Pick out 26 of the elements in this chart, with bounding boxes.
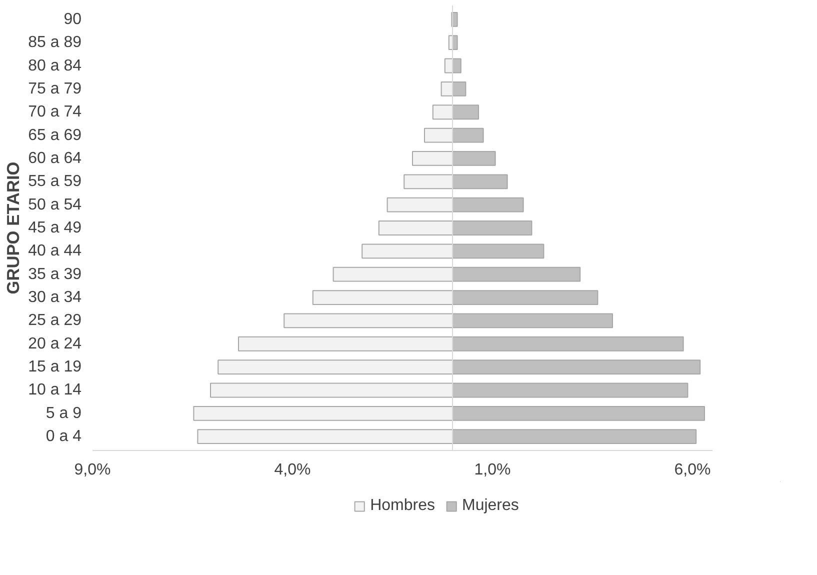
x-tick-label: 9,0%: [74, 462, 111, 478]
y-tick-label: 45 a 49: [28, 220, 82, 236]
y-tick-label: 25 a 29: [28, 312, 82, 330]
y-tick-label: 80 a 84: [28, 57, 82, 74]
y-tick-label: 50 a 54: [28, 196, 82, 214]
y-tick-label: 20 a 24: [28, 335, 82, 352]
y-tick-label: 40 a 44: [28, 242, 82, 260]
y-axis-title: GRUPO ETARIO: [3, 162, 24, 294]
y-tick-label: 85 a 89: [28, 34, 82, 52]
legend-label: Mujeres: [462, 497, 519, 515]
x-tick-label: 6,0%: [674, 462, 711, 478]
y-tick-label: 35 a 39: [28, 266, 82, 283]
x-tick-label: 4,0%: [274, 462, 311, 478]
x-tick-label: 1,0%: [474, 462, 511, 478]
y-tick-label: 55 a 59: [28, 173, 82, 190]
legend-label: Hombres: [370, 497, 435, 515]
y-tick-label: 60 a 64: [28, 150, 82, 167]
y-tick-label: 65 a 69: [28, 126, 82, 144]
y-tick-label: 15 a 19: [28, 358, 82, 376]
y-tick-label: 30 a 34: [28, 289, 82, 306]
y-tick-label: 0 a 4: [46, 428, 82, 446]
y-tick-label: 70 a 74: [28, 104, 82, 121]
y-tick-label: 10 a 14: [28, 382, 82, 399]
y-tick-label: 5 a 9: [46, 404, 82, 422]
y-tick-label: 75 a 79: [28, 80, 82, 98]
y-tick-label: 90: [64, 10, 82, 28]
